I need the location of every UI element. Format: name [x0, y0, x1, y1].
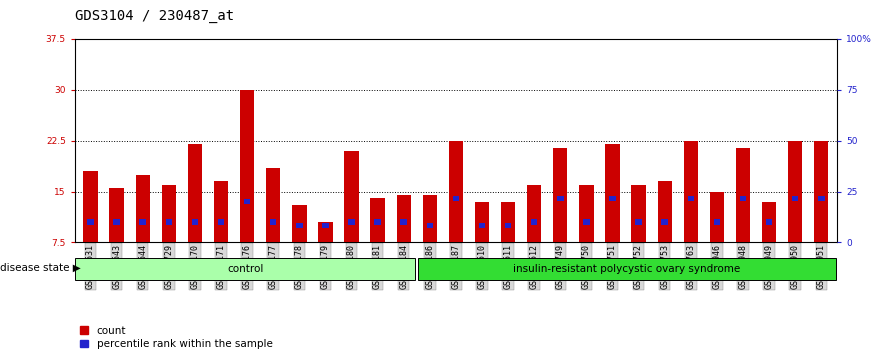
Bar: [266, 168, 280, 242]
Bar: [605, 144, 619, 242]
Bar: [788, 141, 803, 242]
Bar: [218, 219, 225, 225]
Text: GDS3104 / 230487_at: GDS3104 / 230487_at: [75, 9, 234, 23]
Bar: [240, 90, 255, 242]
Bar: [687, 196, 694, 201]
Bar: [296, 223, 302, 228]
Bar: [84, 171, 98, 242]
Bar: [270, 219, 277, 225]
Bar: [453, 196, 459, 201]
Bar: [87, 219, 93, 225]
Bar: [740, 196, 746, 201]
Text: control: control: [227, 264, 264, 274]
Text: disease state ▶: disease state ▶: [0, 262, 81, 272]
Bar: [814, 141, 828, 242]
Bar: [448, 141, 463, 242]
Bar: [583, 219, 589, 225]
Bar: [557, 196, 564, 201]
Bar: [736, 148, 751, 242]
FancyBboxPatch shape: [418, 258, 836, 280]
Bar: [318, 222, 333, 242]
Bar: [710, 192, 724, 242]
Text: insulin-resistant polycystic ovary syndrome: insulin-resistant polycystic ovary syndr…: [513, 264, 740, 274]
Bar: [792, 196, 798, 201]
Bar: [161, 185, 176, 242]
Bar: [478, 223, 485, 228]
Bar: [109, 188, 124, 242]
Bar: [139, 219, 146, 225]
Bar: [657, 181, 672, 242]
Bar: [579, 185, 594, 242]
Bar: [423, 195, 437, 242]
Bar: [766, 219, 773, 225]
Bar: [635, 219, 642, 225]
Bar: [136, 175, 150, 242]
Bar: [505, 223, 511, 228]
Bar: [762, 202, 776, 242]
Bar: [192, 219, 198, 225]
Bar: [322, 223, 329, 228]
Bar: [214, 181, 228, 242]
Bar: [348, 219, 355, 225]
Bar: [632, 185, 646, 242]
Bar: [818, 196, 825, 201]
Bar: [684, 141, 698, 242]
Bar: [292, 205, 307, 242]
Bar: [501, 202, 515, 242]
Bar: [662, 219, 668, 225]
Bar: [475, 202, 489, 242]
Bar: [188, 144, 202, 242]
Bar: [553, 148, 567, 242]
Bar: [531, 219, 537, 225]
Bar: [374, 219, 381, 225]
Bar: [401, 219, 407, 225]
Bar: [344, 151, 359, 242]
Bar: [114, 219, 120, 225]
Bar: [714, 219, 720, 225]
Bar: [244, 199, 250, 205]
Legend: count, percentile rank within the sample: count, percentile rank within the sample: [80, 326, 272, 349]
Bar: [396, 195, 411, 242]
FancyBboxPatch shape: [75, 258, 415, 280]
Bar: [426, 223, 433, 228]
Bar: [610, 196, 616, 201]
Bar: [166, 219, 172, 225]
Bar: [527, 185, 542, 242]
Bar: [370, 198, 385, 242]
